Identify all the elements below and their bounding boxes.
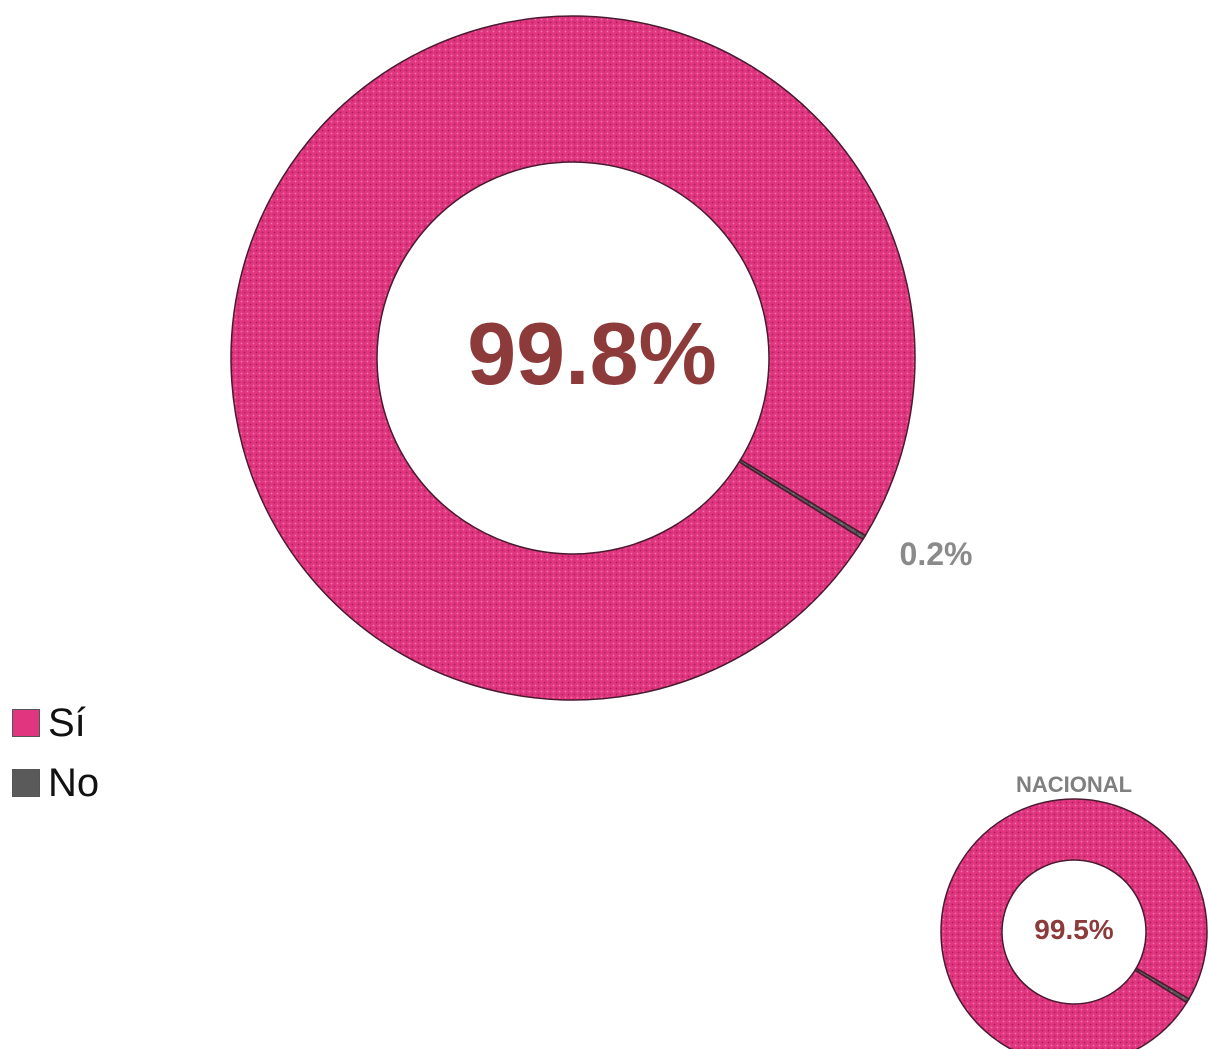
legend-item-si: Sí: [12, 693, 99, 753]
national-chart-title: NACIONAL: [1016, 772, 1133, 797]
legend-swatch-no: [12, 769, 40, 797]
legend-item-no: No: [12, 753, 99, 813]
legend-swatch-si: [12, 709, 40, 737]
main-donut-slices: [230, 15, 916, 701]
national-donut-slices: [940, 798, 1208, 1049]
legend-label-si: Sí: [48, 700, 86, 745]
national-center-label: 99.5%: [1034, 914, 1113, 945]
no-slice-data-label: 0.2%: [900, 536, 973, 572]
main-center-label: 99.8%: [467, 304, 717, 403]
national-slice-si: [940, 798, 1208, 1049]
legend-label-no: No: [48, 760, 100, 805]
main-slice-si: [230, 15, 916, 701]
main-slice-no: [738, 458, 867, 541]
chart-legend: Sí No: [12, 693, 99, 813]
national-slice-no: [1134, 967, 1190, 1004]
